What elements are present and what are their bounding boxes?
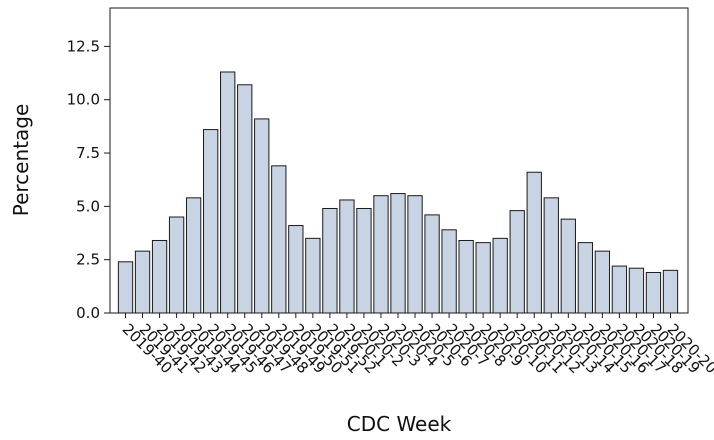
y-tick-label: 0.0	[76, 304, 100, 322]
bar-2020-5	[407, 195, 423, 314]
bar-2020-20	[662, 269, 679, 314]
bar-2019-52	[322, 207, 338, 314]
bar-2020-3	[373, 195, 389, 314]
bar-2020-15	[577, 242, 593, 314]
bar-2020-14	[560, 218, 576, 314]
y-tick-label: 2.5	[76, 251, 100, 269]
bar-2019-44	[185, 197, 202, 314]
y-tick-label: 12.5	[67, 37, 100, 55]
x-axis: 2019-402019-412019-422019-432019-442019-…	[119, 313, 714, 377]
y-tick-label: 7.5	[76, 144, 100, 162]
bar-2020-9	[475, 242, 491, 314]
bar-2020-16	[594, 250, 611, 314]
bar-2019-43	[168, 216, 185, 314]
y-axis-title: Percentage	[9, 104, 33, 217]
bar-2020-6	[424, 214, 440, 314]
bar-2019-49	[271, 165, 287, 314]
bars-group	[117, 71, 679, 314]
bar-2019-40	[117, 261, 134, 314]
bar-2019-46	[220, 71, 236, 314]
bar-2020-17	[611, 265, 628, 314]
bar-2019-45	[203, 129, 219, 314]
y-tick-label: 10.0	[67, 91, 100, 109]
y-tick-label: 5.0	[76, 197, 100, 215]
bar-2020-10	[492, 237, 508, 314]
bar-2020-1	[339, 199, 355, 314]
bar-2020-12	[526, 171, 542, 314]
bar-2020-18	[628, 267, 645, 314]
bar-2020-2	[356, 207, 372, 314]
y-axis: 0.0 2.5 5.0 7.5 10.0 12.5	[67, 8, 111, 322]
bar-2020-7	[441, 229, 457, 314]
bar-2019-48	[254, 118, 270, 314]
bar-2019-50	[288, 225, 304, 314]
bar-2020-11	[509, 210, 525, 314]
bar-2019-51	[305, 237, 321, 314]
bar-2020-8	[458, 239, 474, 314]
bar-2020-13	[543, 197, 559, 314]
bar-2019-42	[151, 239, 168, 314]
bar-2020-4	[390, 193, 406, 314]
bar-2019-41	[134, 250, 151, 314]
x-axis-title: CDC Week	[347, 412, 452, 436]
bar-2019-47	[237, 84, 253, 314]
bar-2020-19	[645, 271, 662, 314]
